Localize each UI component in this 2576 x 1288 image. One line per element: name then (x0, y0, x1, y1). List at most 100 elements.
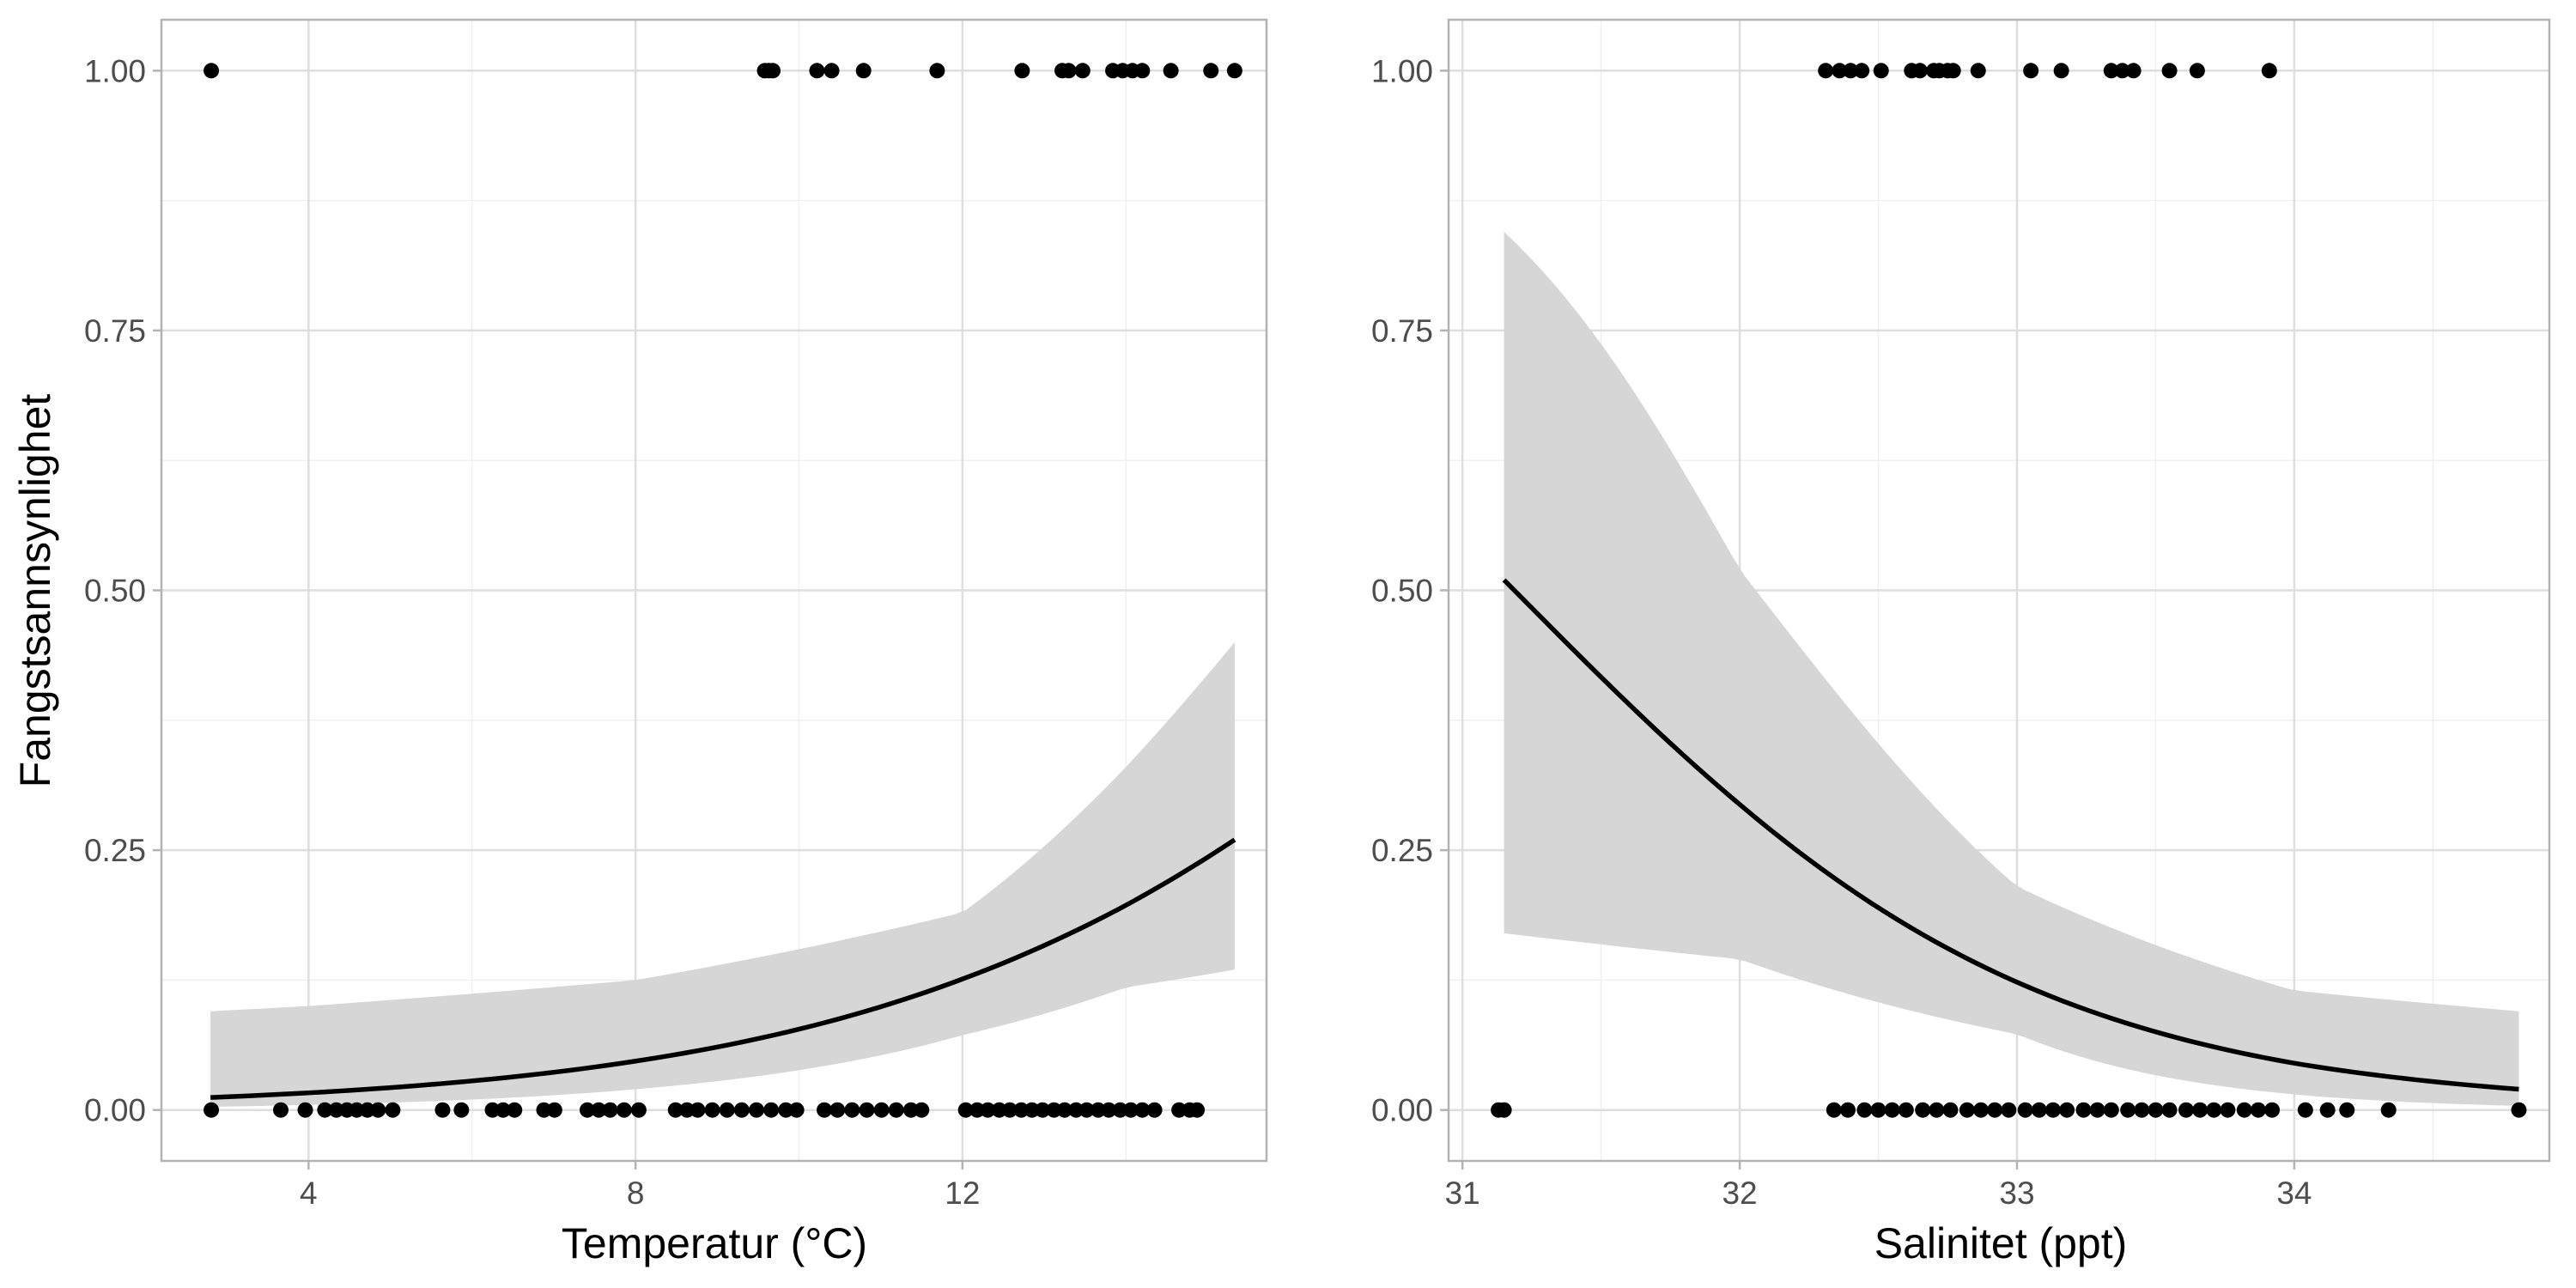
data-point (1873, 63, 1889, 79)
data-point (495, 1102, 511, 1118)
data-point (765, 63, 781, 79)
data-point (1060, 63, 1077, 79)
data-point (1970, 63, 1986, 79)
data-point (1496, 1102, 1512, 1118)
panel-border (1447, 18, 2551, 1163)
data-point (2178, 1102, 2194, 1118)
data-point (1171, 1102, 1188, 1118)
data-point (204, 1102, 220, 1118)
x-axis-title-salinity: Salinitet (ppt) (1874, 1219, 2128, 1267)
data-point (2297, 1102, 2313, 1118)
data-point (1987, 1102, 2003, 1118)
data-point (349, 1102, 365, 1118)
data-point (667, 1102, 683, 1118)
data-point (536, 1102, 552, 1118)
data-point (2339, 1102, 2355, 1118)
data-point (1024, 1102, 1040, 1118)
data-point (1074, 63, 1091, 79)
data-point (1014, 63, 1030, 79)
data-point (2250, 1102, 2266, 1118)
data-point (1013, 1102, 1030, 1118)
data-point (969, 1102, 986, 1118)
data-point (2220, 1102, 2236, 1118)
x-tick-label: 34 (2276, 1176, 2312, 1211)
y-tick-label: 1.00 (1371, 53, 1433, 88)
data-point (829, 1102, 846, 1118)
data-point (1035, 1102, 1051, 1118)
data-point (763, 1102, 780, 1118)
data-point (2148, 1102, 2164, 1118)
data-point (2161, 1102, 2178, 1118)
data-point (1832, 63, 1848, 79)
data-point (1826, 1102, 1842, 1118)
data-point (1078, 1102, 1095, 1118)
data-point (1056, 1102, 1072, 1118)
data-point (2189, 63, 2205, 79)
data-point (929, 63, 945, 79)
data-point (2511, 1102, 2527, 1118)
data-point (1818, 63, 1834, 79)
data-point (579, 1102, 595, 1118)
data-point (1843, 63, 1859, 79)
data-point (546, 1102, 562, 1118)
data-point (2120, 1102, 2136, 1118)
data-point (690, 1102, 706, 1118)
data-point (1203, 63, 1219, 79)
data-point (453, 1102, 470, 1118)
data-point (679, 1102, 696, 1118)
data-point (1134, 63, 1151, 79)
data-point (1898, 1102, 1914, 1118)
data-point (823, 63, 840, 79)
data-point (2134, 1102, 2150, 1118)
data-point (1046, 1102, 1062, 1118)
data-point (1942, 1102, 1959, 1118)
data-point (888, 1102, 904, 1118)
data-point (1856, 1102, 1873, 1118)
y-tick-label: 0.25 (1371, 833, 1433, 868)
data-point (1870, 1102, 1886, 1118)
data-point (2103, 1102, 2119, 1118)
data-point (778, 1102, 794, 1118)
data-point (2380, 1102, 2397, 1118)
data-point (817, 1102, 833, 1118)
data-point (2264, 1102, 2281, 1118)
data-point (1134, 1102, 1151, 1118)
confidence-ribbon (210, 642, 1235, 1108)
data-point (788, 1102, 805, 1118)
x-tick-label: 33 (1999, 1176, 2034, 1211)
data-point (2053, 63, 2069, 79)
data-point (1840, 1102, 1856, 1118)
data-point (1146, 1102, 1163, 1118)
y-tick-label: 0.50 (1371, 574, 1433, 609)
panel-1: 4 8 12 0.00 0.25 0.50 0.75 1.00 (84, 18, 1268, 1211)
data-point (328, 1102, 344, 1118)
x-tick-label: 12 (945, 1176, 980, 1211)
data-point (980, 1102, 996, 1118)
data-point (1854, 63, 1870, 79)
data-point (507, 1102, 523, 1118)
data-point (2059, 1102, 2075, 1118)
data-point (2017, 1102, 2033, 1118)
data-point (1911, 63, 1928, 79)
data-point (1002, 1102, 1018, 1118)
data-point (1959, 1102, 1975, 1118)
data-point (2023, 63, 2039, 79)
y-tick-label: 0.75 (1371, 313, 1433, 349)
data-point (1189, 1102, 1206, 1118)
data-point (2089, 1102, 2105, 1118)
data-point (859, 1102, 875, 1118)
data-point (2192, 1102, 2208, 1118)
panel-border (160, 18, 1268, 1163)
y-tick-label: 0.75 (84, 313, 146, 349)
data-point (1090, 1102, 1106, 1118)
data-point (1929, 1102, 1945, 1118)
data-point (2001, 1102, 2017, 1118)
data-point (2125, 63, 2142, 79)
data-point (272, 1102, 289, 1118)
data-point (914, 1102, 930, 1118)
data-point (370, 1102, 386, 1118)
data-point (602, 1102, 618, 1118)
data-point (957, 1102, 974, 1118)
data-point (719, 1102, 735, 1118)
data-point (855, 63, 872, 79)
